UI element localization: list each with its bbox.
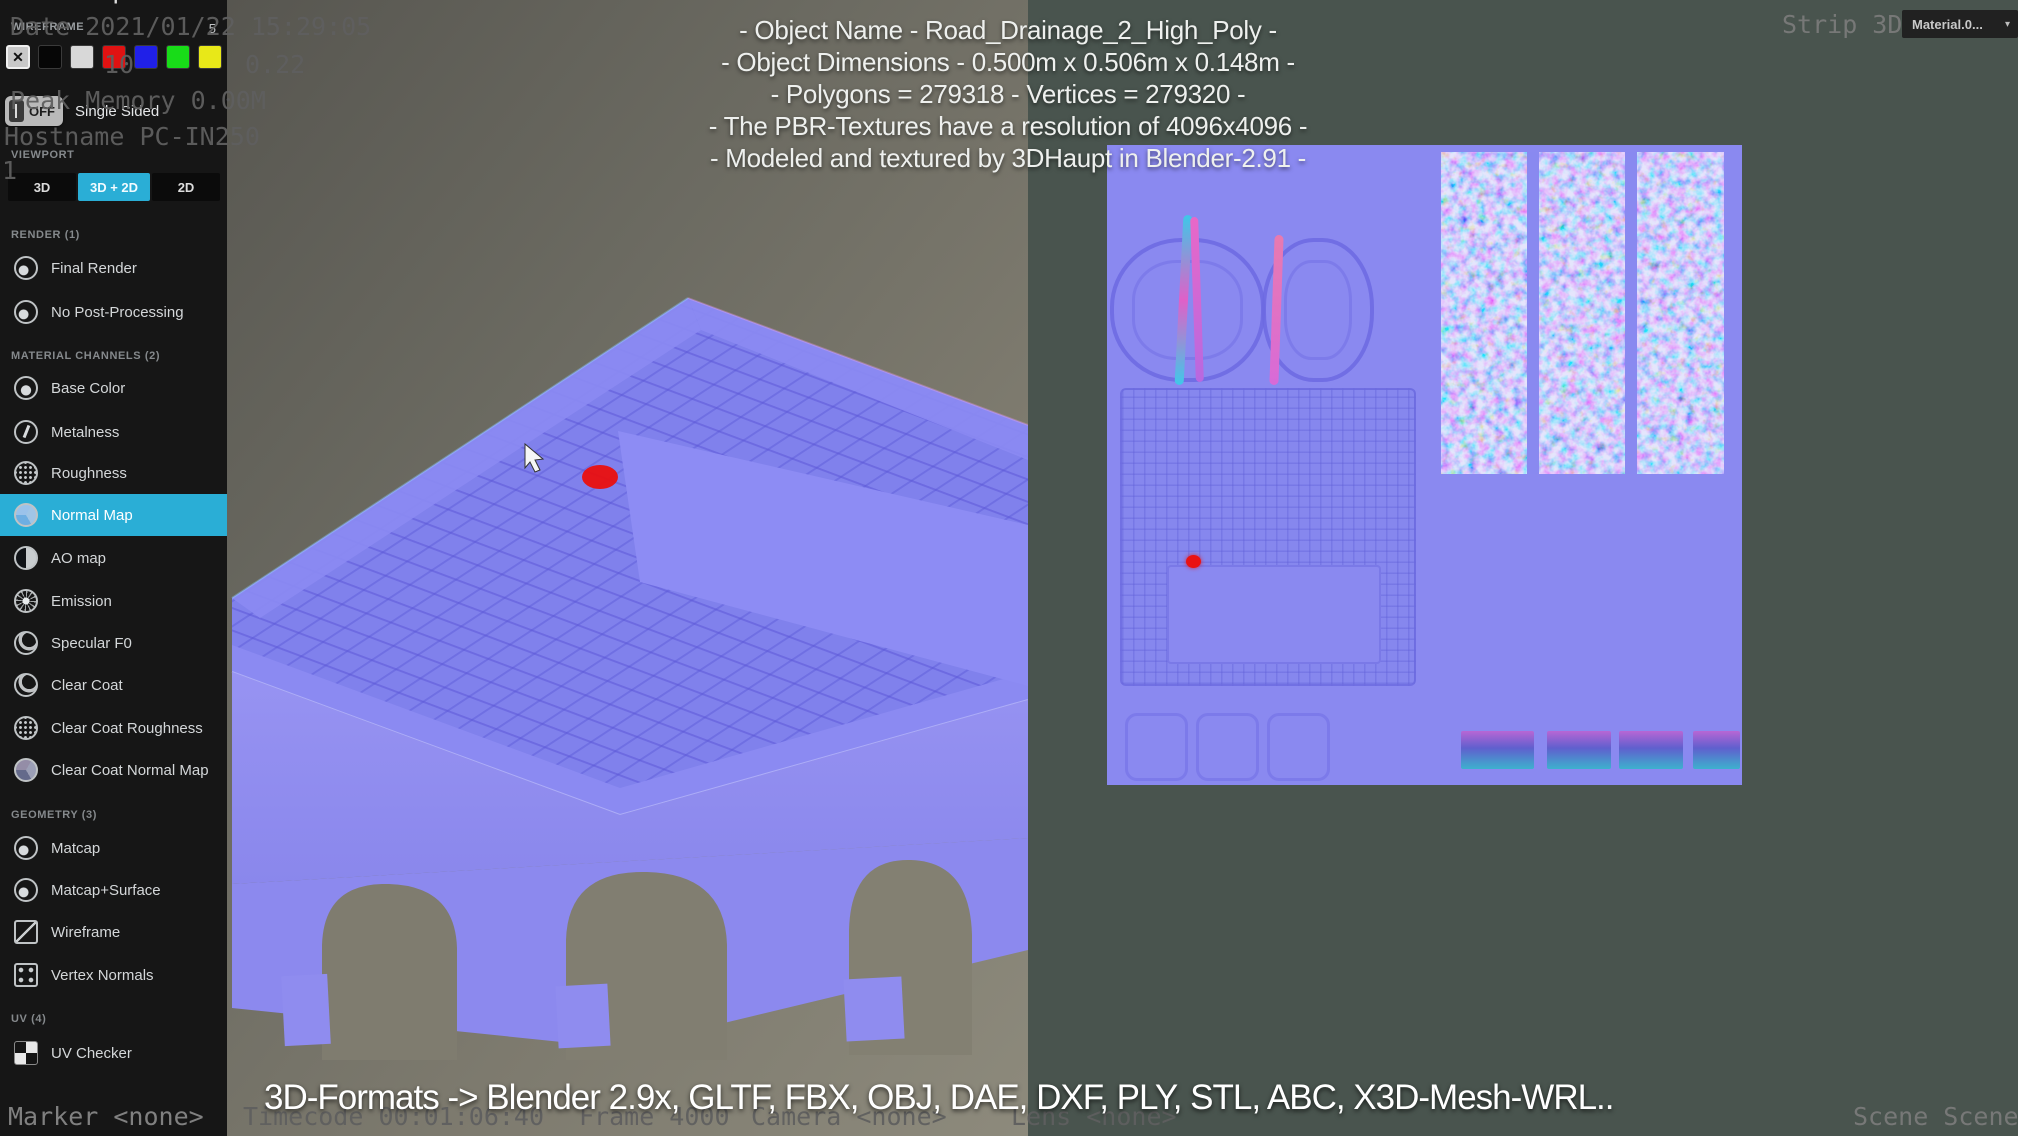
- metalness-icon: [14, 420, 38, 444]
- mouse-cursor: [524, 442, 545, 473]
- sidebar-item-ao-map[interactable]: AO map: [0, 537, 227, 579]
- wireframe-row: WIREFRAME 5: [11, 21, 216, 36]
- sidebar-item-normal-map[interactable]: Normal Map: [0, 494, 227, 536]
- tab-3d-2d[interactable]: 3D + 2D: [78, 173, 150, 201]
- texture-oval-shape-2: [1262, 238, 1374, 382]
- material-dropdown-label: Material.0...: [1912, 16, 1983, 32]
- texture-bottom-rect-3: [1619, 731, 1683, 769]
- tab-3d[interactable]: 3D: [8, 173, 76, 201]
- normal-map-texture-2d[interactable]: [1107, 145, 1742, 785]
- no-post-processing-icon: [14, 300, 38, 324]
- clear-coat-normal-map-icon: [14, 758, 38, 782]
- toggle-knob: [9, 100, 24, 122]
- viewport-section-label: VIEWPORT: [11, 149, 75, 161]
- texture-pill-2: [1196, 713, 1259, 781]
- swatch-white[interactable]: [70, 45, 94, 69]
- wireframe-value[interactable]: 5: [208, 21, 216, 36]
- vertex-normals-icon: [14, 963, 38, 987]
- texture-bottom-rect-4: [1693, 731, 1740, 769]
- sidebar-item-vertex-normals[interactable]: Vertex Normals: [0, 954, 227, 996]
- normal-map-model-render: [231, 297, 1028, 1060]
- texture-pill-1: [1125, 713, 1188, 781]
- back-arrow-icon[interactable]: ←: [10, 0, 27, 4]
- swatch-black[interactable]: [38, 45, 62, 69]
- texture-smooth-panel: [1167, 565, 1381, 664]
- sidebar-item-clear-coat-roughness[interactable]: Clear Coat Roughness: [0, 707, 227, 749]
- swatch-yellow[interactable]: [198, 45, 222, 69]
- swatch-clear[interactable]: ✕: [6, 45, 30, 69]
- specular-f0-icon: [14, 631, 38, 655]
- viewport-mode-tabs: 3D 3D + 2D 2D: [8, 173, 220, 201]
- geometry-section-label: GEOMETRY (3): [11, 809, 98, 821]
- roughness-icon: [14, 461, 38, 485]
- red-marker-3d: [582, 465, 618, 489]
- sidebar-item-matcap[interactable]: Matcap: [0, 827, 227, 869]
- clear-coat-roughness-icon: [14, 716, 38, 740]
- clear-coat-icon: [14, 673, 38, 697]
- base-color-icon: [14, 376, 38, 400]
- matcap-icon: [14, 836, 38, 860]
- model-inspector-sidebar: ← Model Inspector WIREFRAME 5 ✕ OFF Sing…: [0, 0, 227, 1136]
- sidebar-item-clear-coat[interactable]: Clear Coat: [0, 664, 227, 706]
- sidebar-item-base-color[interactable]: Base Color: [0, 367, 227, 409]
- sidebar-item-specular-f0[interactable]: Specular F0: [0, 622, 227, 664]
- material-channels-section-label: MATERIAL CHANNELS (2): [11, 350, 161, 362]
- swatch-green[interactable]: [166, 45, 190, 69]
- ao-map-icon: [14, 546, 38, 570]
- sidebar-item-uv-checker[interactable]: UV Checker: [0, 1032, 227, 1074]
- final-render-icon: [14, 256, 38, 280]
- sidebar-item-metalness[interactable]: Metalness: [0, 411, 227, 453]
- texture-bottom-rect-1: [1461, 731, 1534, 769]
- panel-title: ← Model Inspector: [0, 0, 227, 5]
- normal-map-icon: [14, 503, 38, 527]
- texture-bottom-rect-2: [1547, 731, 1611, 769]
- matcap-surface-icon: [14, 878, 38, 902]
- sidebar-item-matcap-surface[interactable]: Matcap+Surface: [0, 869, 227, 911]
- emission-icon: [14, 589, 38, 613]
- render-section-label: RENDER (1): [11, 229, 80, 241]
- red-marker-2d: [1186, 555, 1201, 568]
- sidebar-item-wireframe[interactable]: Wireframe: [0, 911, 227, 953]
- texture-pill-3: [1267, 713, 1330, 781]
- sidebar-item-roughness[interactable]: Roughness: [0, 452, 227, 494]
- single-sided-row: OFF Single Sided: [5, 96, 159, 126]
- wireframe-icon: [14, 920, 38, 944]
- sidebar-item-no-post-processing[interactable]: No Post-Processing: [0, 291, 227, 333]
- chevron-down-icon: ▾: [2004, 18, 2010, 30]
- swatch-blue[interactable]: [134, 45, 158, 69]
- tab-2d[interactable]: 2D: [152, 173, 220, 201]
- sidebar-item-clear-coat-normal-map[interactable]: Clear Coat Normal Map: [0, 749, 227, 791]
- texture-noise-strips: [1441, 152, 1724, 474]
- uv-checker-icon: [14, 1041, 38, 1065]
- sidebar-item-emission[interactable]: Emission: [0, 580, 227, 622]
- single-sided-label: Single Sided: [75, 102, 160, 120]
- texture-grid-region: [1120, 388, 1416, 686]
- material-dropdown[interactable]: Material.0... ▾: [1902, 10, 2018, 38]
- sidebar-item-final-render[interactable]: Final Render: [0, 247, 227, 289]
- swatch-red[interactable]: [102, 45, 126, 69]
- uv-section-label: UV (4): [11, 1013, 47, 1025]
- wireframe-color-swatches: ✕: [6, 45, 222, 69]
- wireframe-label: WIREFRAME: [11, 21, 85, 33]
- single-sided-toggle[interactable]: OFF: [5, 96, 63, 126]
